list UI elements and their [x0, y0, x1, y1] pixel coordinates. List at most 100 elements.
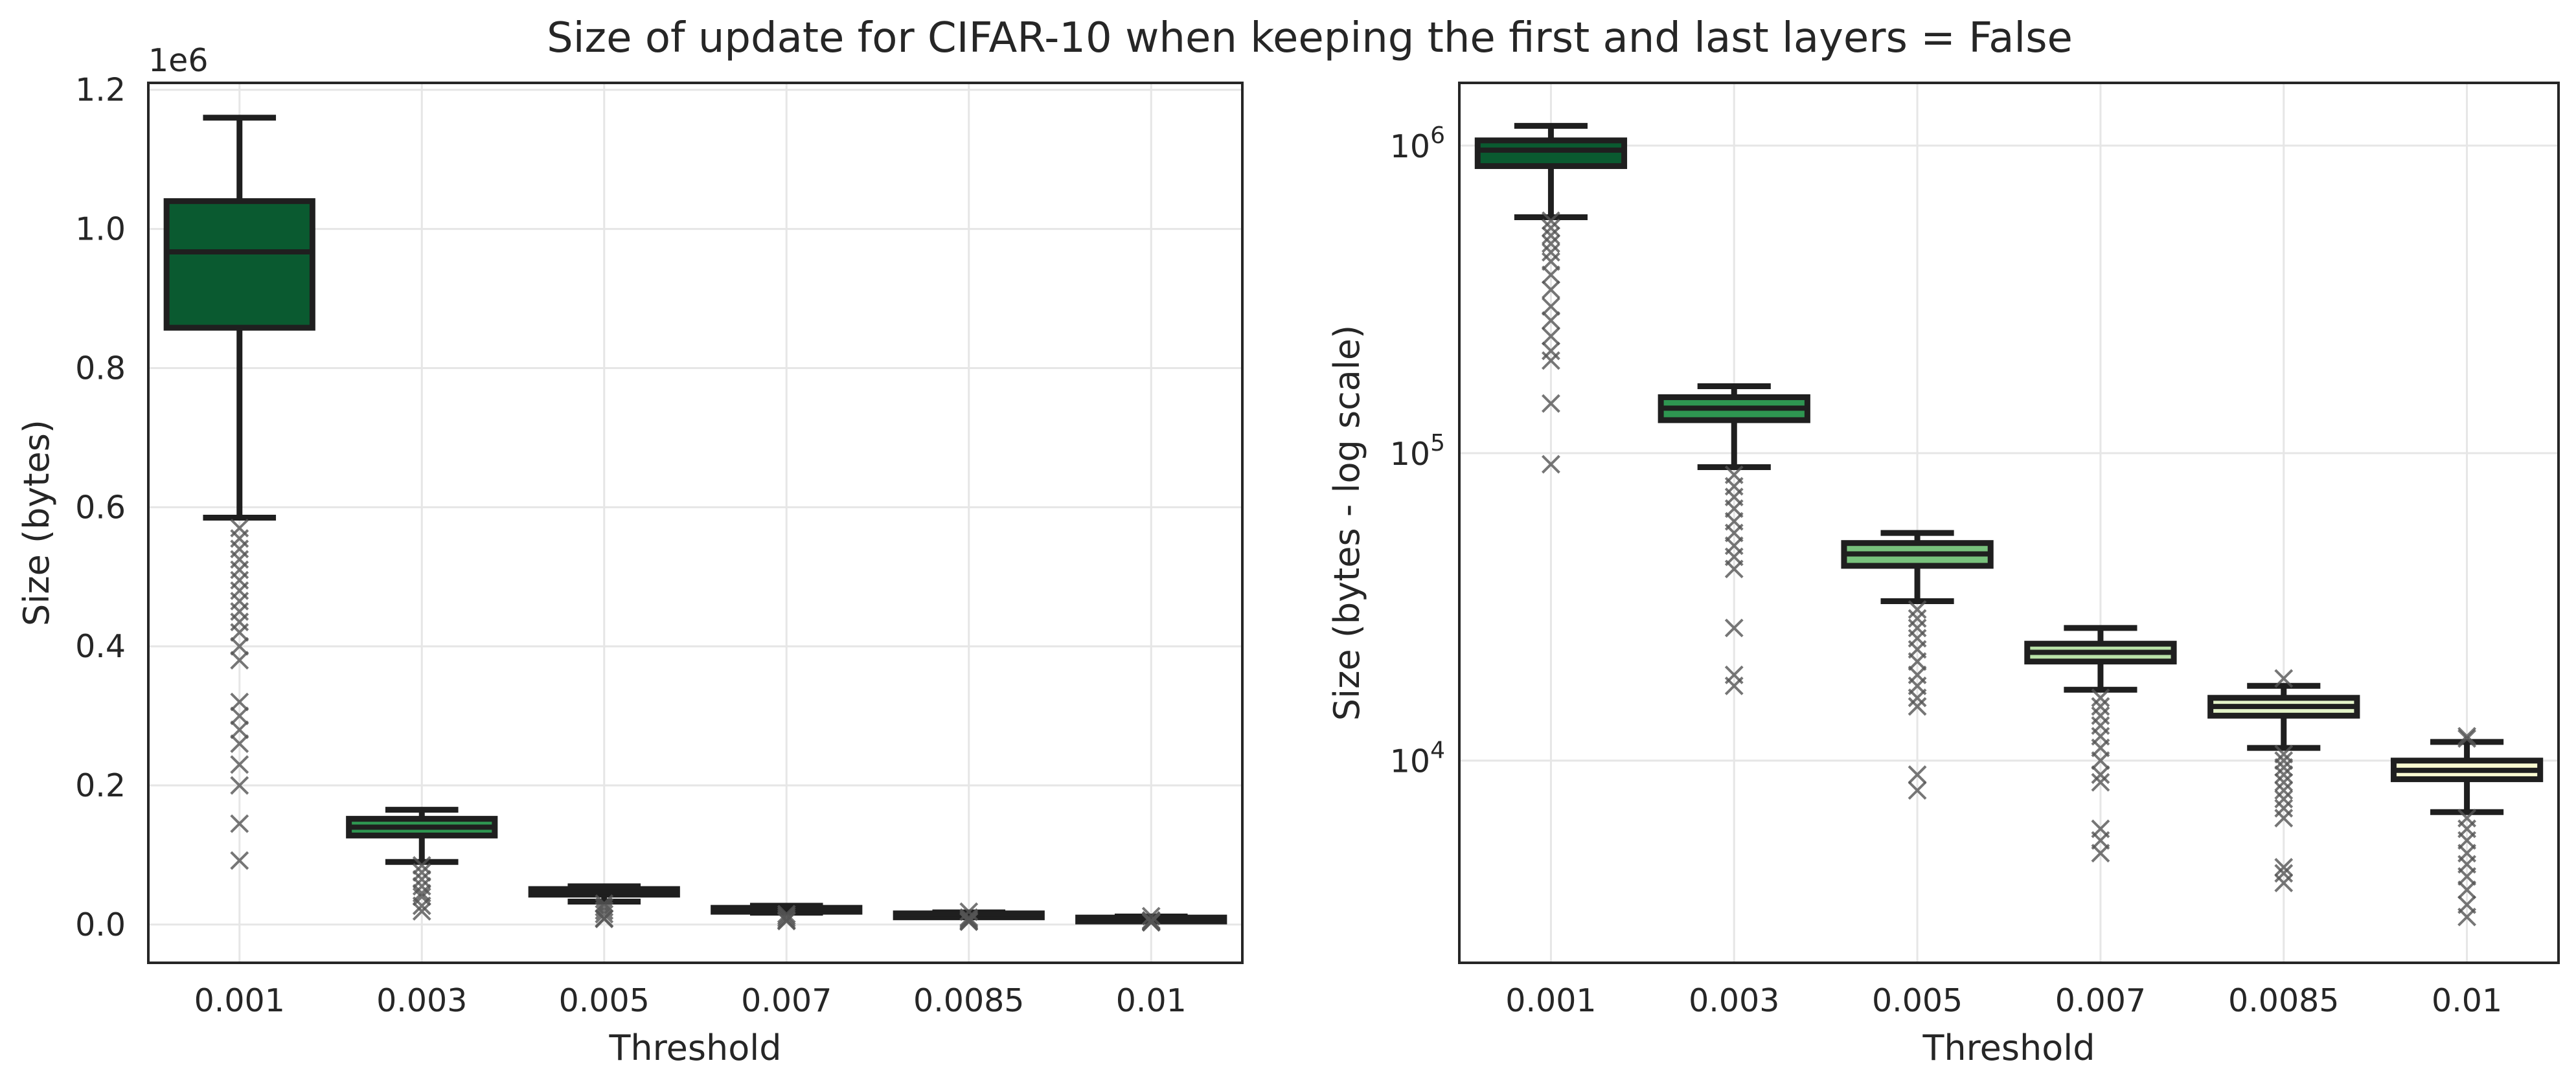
outlier-marker — [2091, 697, 2110, 716]
box-0.01 — [2390, 726, 2544, 927]
outlier-stroke — [1542, 297, 1560, 316]
x-tick-label: 0.0085 — [2228, 982, 2339, 1019]
outlier-stroke — [1542, 265, 1560, 284]
outlier-stroke — [2457, 726, 2476, 746]
outlier-stroke — [230, 734, 249, 754]
outlier-marker — [230, 623, 249, 642]
outlier-marker — [230, 776, 249, 795]
outlier-stroke — [230, 776, 249, 795]
outlier-stroke — [1542, 252, 1560, 271]
outlier-marker — [412, 887, 431, 906]
outlier-stroke — [2091, 772, 2110, 792]
outlier-marker — [2091, 765, 2110, 784]
box-0.007 — [711, 903, 863, 930]
outlier-stroke — [1908, 652, 1927, 671]
x-tick-label: 0.003 — [376, 982, 467, 1019]
outlier-stroke — [1724, 618, 1744, 638]
outlier-marker — [1542, 394, 1560, 413]
box-0.003 — [1658, 383, 1810, 695]
outlier-marker — [2457, 880, 2476, 899]
outlier-stroke — [2274, 745, 2294, 764]
outlier-stroke — [230, 755, 249, 774]
outlier-marker — [2274, 781, 2294, 800]
outlier-stroke — [2091, 844, 2110, 863]
outlier-marker — [412, 862, 431, 882]
outlier-stroke — [230, 623, 249, 642]
outlier-stroke — [2274, 809, 2294, 827]
x-axis-label: Threshold — [1922, 1028, 2095, 1068]
outlier-marker — [412, 902, 431, 921]
outlier-stroke — [412, 870, 431, 889]
y-tick-label: 104 — [1390, 737, 1445, 780]
outlier-stroke — [1908, 688, 1927, 708]
outlier-stroke — [1542, 326, 1560, 346]
outlier-marker — [230, 651, 249, 670]
iqr-box — [163, 198, 315, 331]
outlier-stroke — [412, 887, 431, 906]
x-tick-label: 0.003 — [1689, 982, 1779, 1019]
x-axis-label: Threshold — [608, 1028, 781, 1068]
x-tick-label: 0.0085 — [913, 982, 1024, 1019]
outlier-marker — [1542, 351, 1560, 370]
y-tick-label: 0.6 — [75, 489, 126, 526]
outlier-stroke — [2274, 751, 2294, 770]
y-tick-label: 0.2 — [75, 767, 126, 804]
outlier-marker — [230, 755, 249, 774]
outlier-stroke — [1724, 559, 1744, 579]
outlier-marker — [2274, 857, 2294, 877]
outlier-marker — [2274, 669, 2294, 688]
outlier-stroke — [1908, 697, 1927, 716]
outlier-stroke — [1141, 906, 1161, 926]
outlier-stroke — [2274, 772, 2294, 792]
y-tick-label: 0.4 — [75, 628, 126, 665]
outlier-marker — [1141, 906, 1161, 926]
outlier-stroke — [2274, 765, 2294, 784]
outlier-marker — [1542, 234, 1560, 253]
panel-log: 0.001 0.003 0.005 0.007 0.0085 0.01 104 105 106 T… — [1327, 82, 2560, 1068]
outlier-marker — [412, 896, 431, 916]
outlier-stroke — [2274, 857, 2294, 877]
outlier-marker — [959, 912, 979, 932]
outlier-stroke — [1542, 218, 1560, 238]
outlier-stroke — [1542, 226, 1560, 245]
outlier-stroke — [777, 908, 796, 928]
outlier-marker — [1542, 218, 1560, 238]
outlier-marker — [2274, 745, 2294, 764]
outlier-stroke — [2091, 688, 2110, 708]
outlier-stroke — [230, 692, 249, 712]
outlier-stroke — [2274, 669, 2294, 688]
outlier-stroke — [412, 856, 431, 875]
y-tick-label: 105 — [1390, 430, 1445, 473]
outlier-marker — [230, 636, 249, 656]
outlier-marker — [1542, 243, 1560, 262]
outlier-marker — [230, 720, 249, 739]
x-tick-label: 0.007 — [2055, 982, 2146, 1019]
outlier-marker — [1542, 226, 1560, 245]
outlier-marker — [230, 814, 249, 833]
outlier-marker — [1542, 265, 1560, 284]
outlier-stroke — [595, 909, 614, 928]
x-tick-label: 0.001 — [1505, 982, 1596, 1019]
outlier-marker — [2091, 772, 2110, 792]
outlier-stroke — [2274, 758, 2294, 777]
outlier-marker — [1908, 652, 1927, 671]
outlier-marker — [1724, 618, 1744, 638]
outlier-marker — [1908, 600, 1927, 619]
outlier-stroke — [2274, 789, 2294, 809]
box-0.005 — [1841, 530, 1994, 800]
box-0.007 — [2024, 625, 2177, 863]
outlier-stroke — [2457, 907, 2476, 927]
outlier-stroke — [1542, 211, 1560, 231]
outlier-stroke — [230, 706, 249, 726]
outlier-stroke — [2091, 751, 2110, 770]
outlier-marker — [230, 734, 249, 754]
outlier-stroke — [1542, 234, 1560, 253]
outlier-stroke — [595, 901, 614, 920]
outlier-marker — [2274, 772, 2294, 792]
outlier-marker — [777, 912, 796, 930]
outlier-stroke — [412, 896, 431, 916]
outlier-stroke — [2457, 880, 2476, 899]
outlier-stroke — [777, 905, 796, 924]
outlier-stroke — [412, 862, 431, 882]
